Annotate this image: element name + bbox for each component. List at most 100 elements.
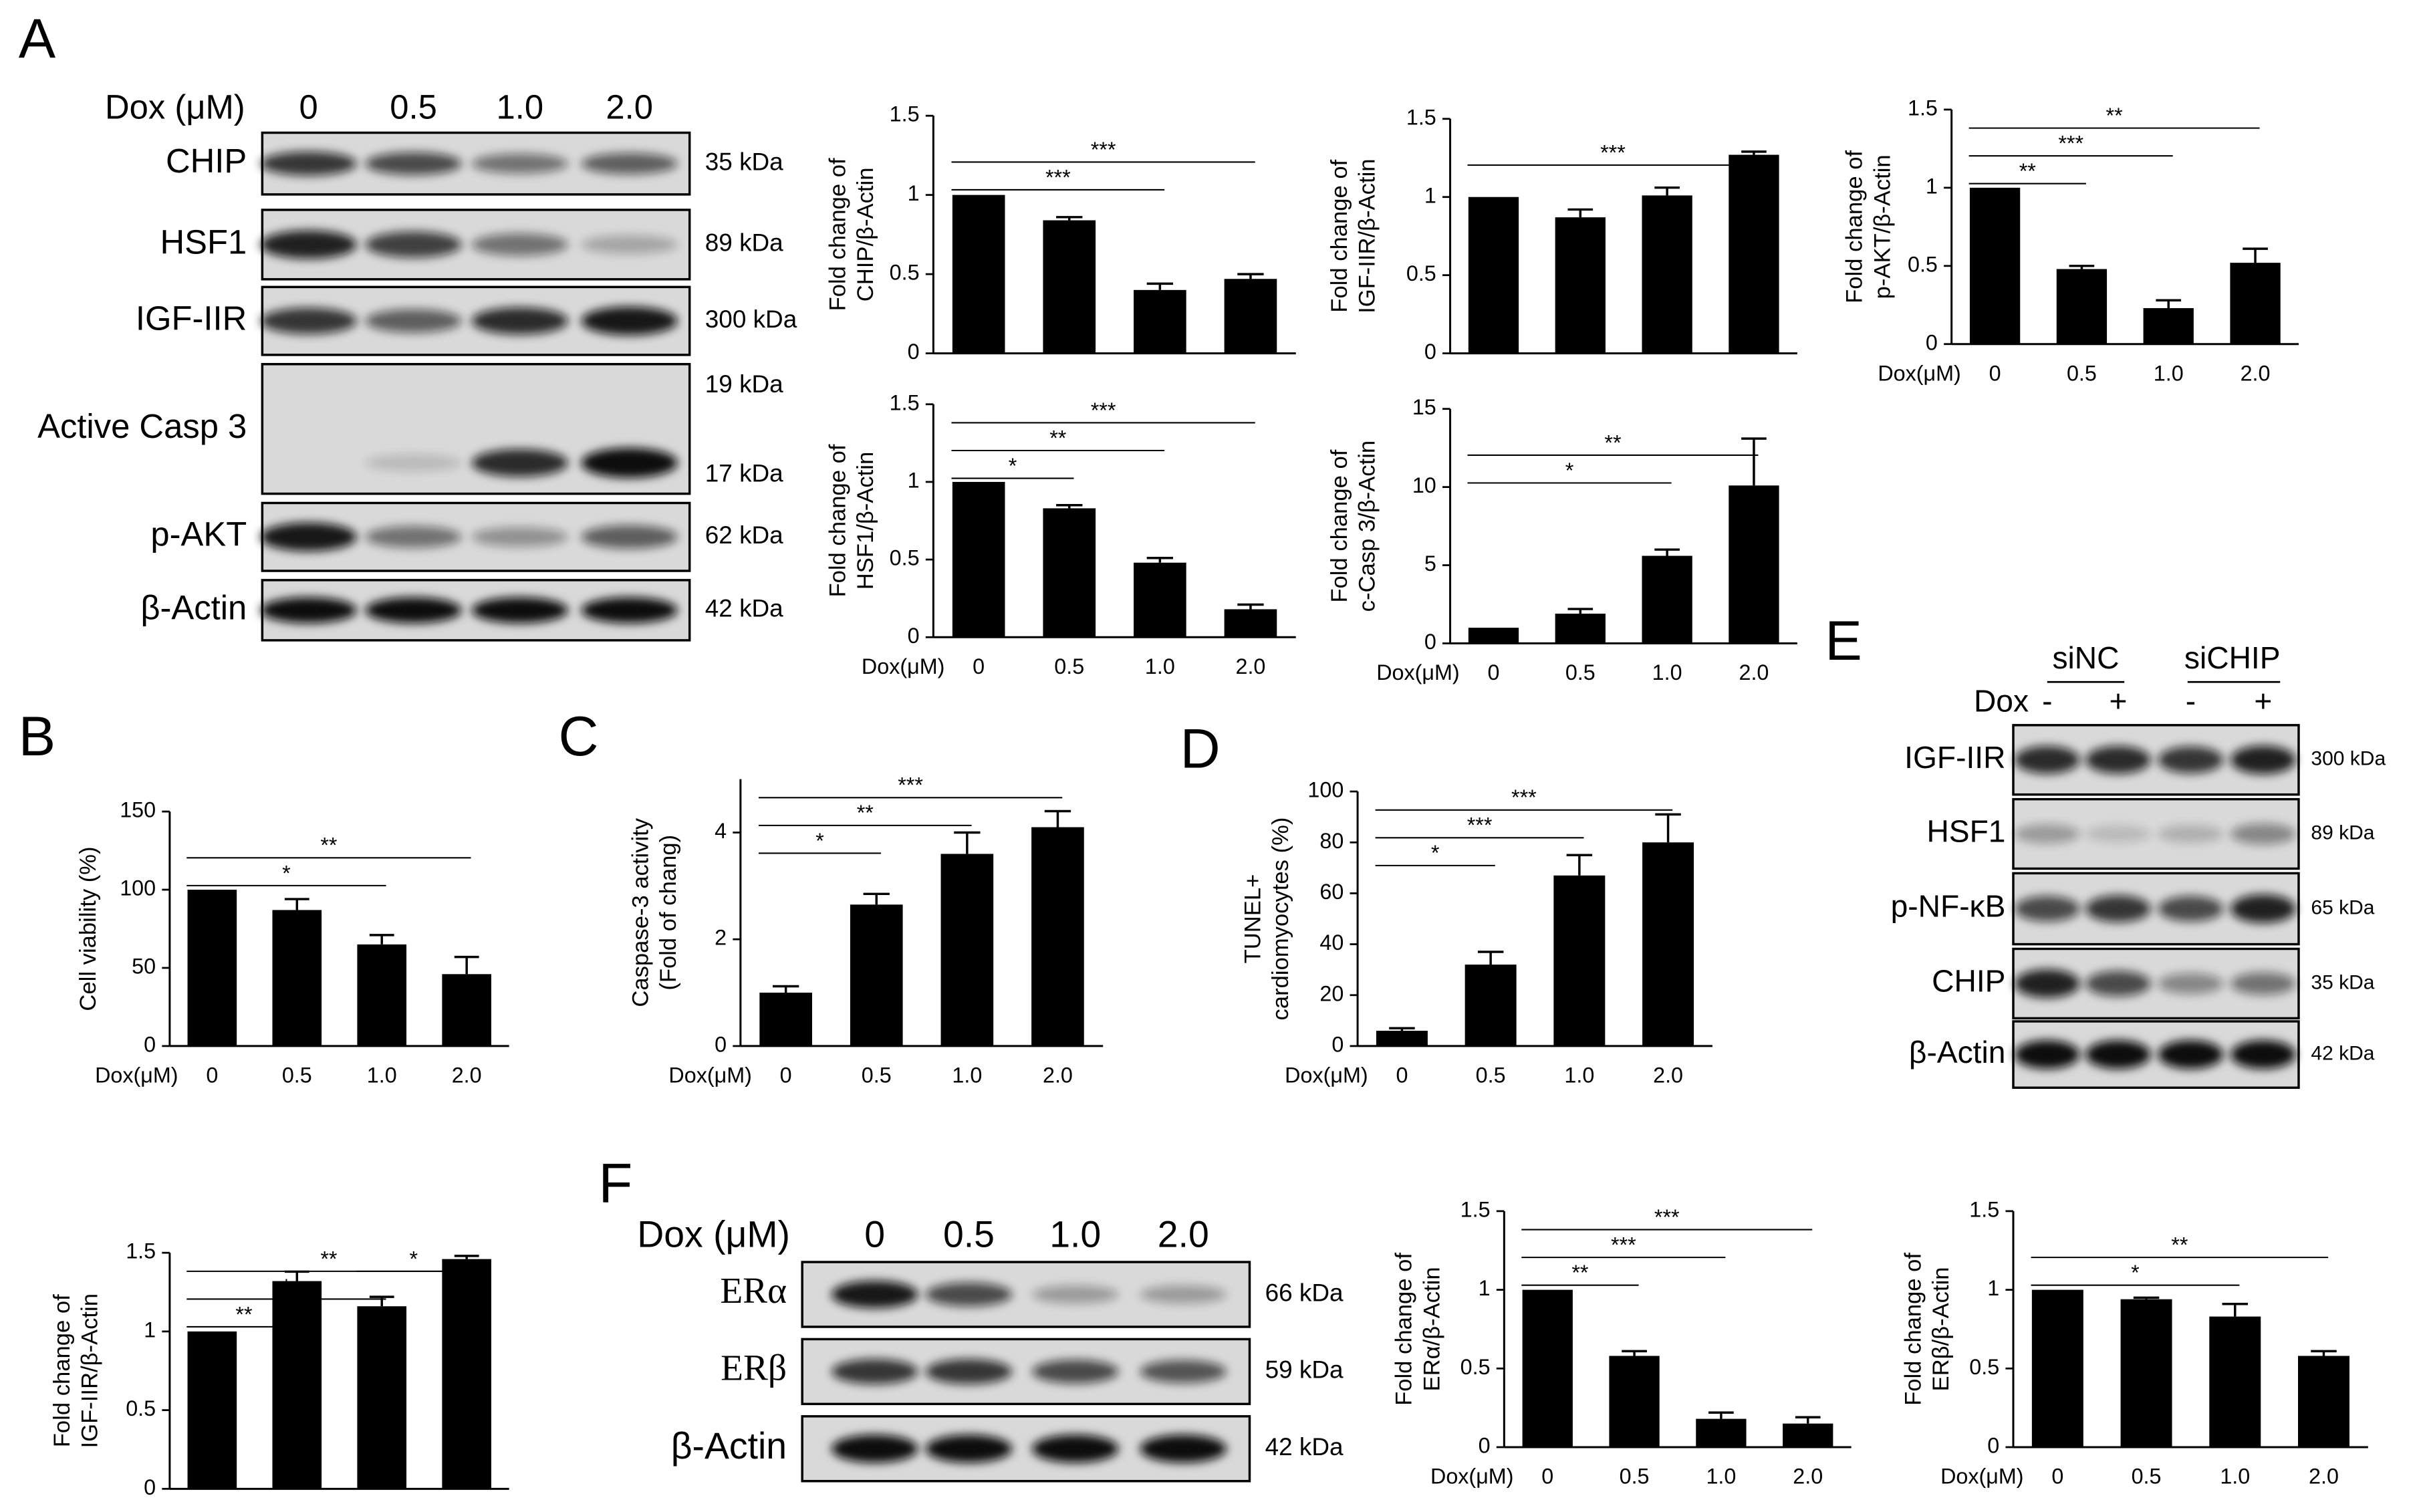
x-tick-label: 1.0: [1706, 1465, 1736, 1489]
y-tick-label: 0.5: [1460, 1355, 1491, 1379]
y-tick-label: 0.5: [1908, 252, 1938, 276]
x-tick-label: 2.0: [1235, 654, 1265, 678]
blot-band: [471, 527, 569, 547]
y-tick-label: 20: [1319, 981, 1344, 1005]
y-tick-label: 0.5: [126, 1396, 156, 1420]
y-tick-label: 1: [1424, 183, 1436, 207]
bar: [2230, 263, 2281, 344]
bar: [2297, 1356, 2349, 1447]
blot-band: [2014, 896, 2080, 922]
molecular-weight: 300 kDa: [2311, 748, 2386, 770]
x-tick-label: 0.5: [2132, 1465, 2162, 1489]
bar: [1642, 195, 1692, 354]
y-tick-label: 1: [908, 468, 920, 492]
lane-label: 0: [299, 88, 317, 126]
group-label: siCHIP: [2184, 640, 2281, 675]
y-tick-label: 1: [1479, 1276, 1491, 1300]
bar: [2209, 1316, 2261, 1447]
lane-label: +: [2109, 684, 2127, 719]
blot-band: [831, 1359, 918, 1384]
significance-label: **: [235, 1302, 253, 1326]
molecular-weight: 300 kDa: [705, 305, 797, 333]
x-tick-label: 0.5: [1620, 1465, 1650, 1489]
x-tick-label: 1.0: [1652, 660, 1682, 684]
panel-label: A: [19, 8, 56, 70]
y-tick-label: 0: [715, 1032, 727, 1056]
molecular-weight: 35 kDa: [2311, 971, 2374, 993]
bar: [1043, 220, 1096, 354]
x-tick-label: 1.0: [2154, 361, 2184, 385]
significance-label: ***: [1091, 398, 1116, 422]
x-tick-label: 2.0: [1043, 1063, 1073, 1088]
y-axis-label: Fold change of: [825, 444, 851, 597]
blot-band: [365, 231, 462, 258]
x-tick-label: 0: [1396, 1063, 1408, 1088]
y-tick-label: 1.5: [126, 1239, 156, 1263]
blot-band: [925, 1434, 1013, 1463]
bar: [1134, 562, 1186, 638]
x-axis-label: Dox(μM): [95, 1063, 178, 1088]
blot-row-label: HSF1: [1926, 814, 2005, 849]
blot-band: [365, 152, 462, 175]
significance-label: ***: [1611, 1233, 1636, 1257]
y-axis-label: c-Casp 3/β-Actin: [1354, 440, 1380, 612]
bar: [272, 1281, 322, 1489]
bar: [357, 1306, 407, 1489]
y-axis-label: CHIP/β-Actin: [853, 168, 878, 302]
bar: [1224, 279, 1277, 354]
blot-row-label: β-Actin: [671, 1425, 787, 1467]
y-tick-label: 1.5: [1406, 105, 1436, 129]
y-tick-label: 0.5: [1406, 261, 1436, 285]
blot-band: [2085, 1040, 2151, 1069]
y-tick-label: 0.5: [1969, 1355, 1999, 1379]
y-tick-label: 1: [1926, 174, 1938, 198]
x-tick-label: 0.5: [1476, 1063, 1506, 1088]
blot-band: [2158, 746, 2224, 773]
y-tick-label: 0: [1424, 630, 1436, 654]
blot-band: [925, 1359, 1013, 1384]
blot-row-label: p-AKT: [150, 515, 247, 553]
blot-band: [2231, 894, 2296, 923]
blot-band: [581, 525, 678, 549]
blot-header: Dox (μM): [637, 1214, 790, 1255]
y-tick-label: 50: [132, 955, 156, 979]
panel-label: D: [1180, 717, 1221, 779]
blot-band: [2085, 971, 2151, 997]
significance-label: *: [282, 861, 291, 885]
blot-band: [581, 306, 678, 336]
bar: [442, 974, 491, 1046]
x-tick-label: 0: [780, 1063, 792, 1088]
y-tick-label: 0.5: [890, 546, 920, 570]
y-tick-label: 10: [1412, 473, 1436, 497]
x-axis-label: Dox(μM): [1285, 1063, 1368, 1088]
significance-label: **: [857, 801, 874, 825]
y-axis-label: Fold change of: [49, 1294, 75, 1447]
lane-label: 0.5: [943, 1214, 995, 1255]
x-tick-label: 2.0: [452, 1063, 482, 1088]
x-tick-label: 0: [1989, 361, 2001, 385]
molecular-weight: 42 kDa: [1265, 1433, 1344, 1461]
y-axis-label: ERα/β-Actin: [1419, 1267, 1444, 1391]
y-tick-label: 2: [715, 926, 727, 950]
y-axis-label: Fold change of: [1327, 159, 1352, 312]
blot-band: [2231, 1040, 2296, 1069]
x-tick-label: 1.0: [2220, 1465, 2250, 1489]
panel-label: F: [599, 1152, 633, 1215]
lane-label: 1.0: [497, 88, 544, 126]
bar: [850, 904, 903, 1046]
significance-label: **: [320, 834, 338, 858]
bar: [187, 890, 237, 1046]
blot-band: [260, 522, 357, 551]
panel-label: E: [1825, 610, 1862, 672]
blot-band: [260, 307, 357, 334]
y-tick-label: 0: [1331, 1032, 1344, 1056]
blot-band: [260, 597, 357, 624]
blot-band: [1031, 1434, 1119, 1463]
lane-label: 0: [864, 1214, 885, 1255]
y-tick-label: 0.5: [890, 261, 920, 285]
significance-label: *: [1565, 459, 1574, 483]
group-label: siNC: [2052, 640, 2119, 675]
bar: [357, 944, 407, 1046]
panel-label: C: [559, 705, 599, 767]
